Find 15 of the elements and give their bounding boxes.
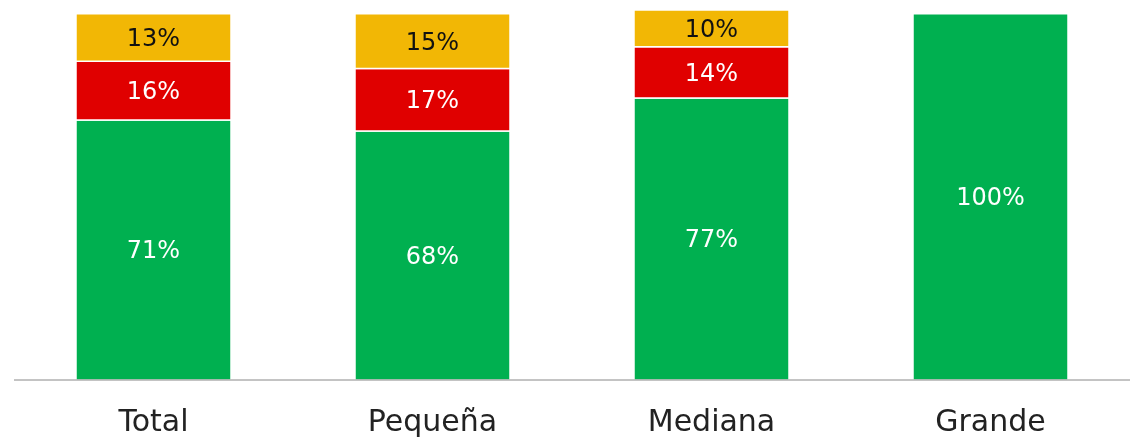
data-label: 68% — [405, 241, 460, 270]
data-label: 15% — [405, 27, 460, 56]
bar — [912, 12, 1069, 381]
x-tick-label: Pequeña — [367, 403, 498, 439]
data-label: 71% — [126, 236, 181, 265]
data-label: 10% — [684, 14, 739, 43]
data-label: 100% — [956, 183, 1025, 212]
data-label: 17% — [405, 86, 460, 115]
data-label: 14% — [684, 58, 739, 87]
x-tick-label: Total — [117, 403, 189, 439]
x-tick-label: Grande — [935, 403, 1046, 439]
data-label: 13% — [126, 24, 181, 52]
data-label: 16% — [126, 77, 181, 106]
data-label: 77% — [684, 225, 739, 254]
x-tick-label: Mediana — [647, 403, 776, 439]
